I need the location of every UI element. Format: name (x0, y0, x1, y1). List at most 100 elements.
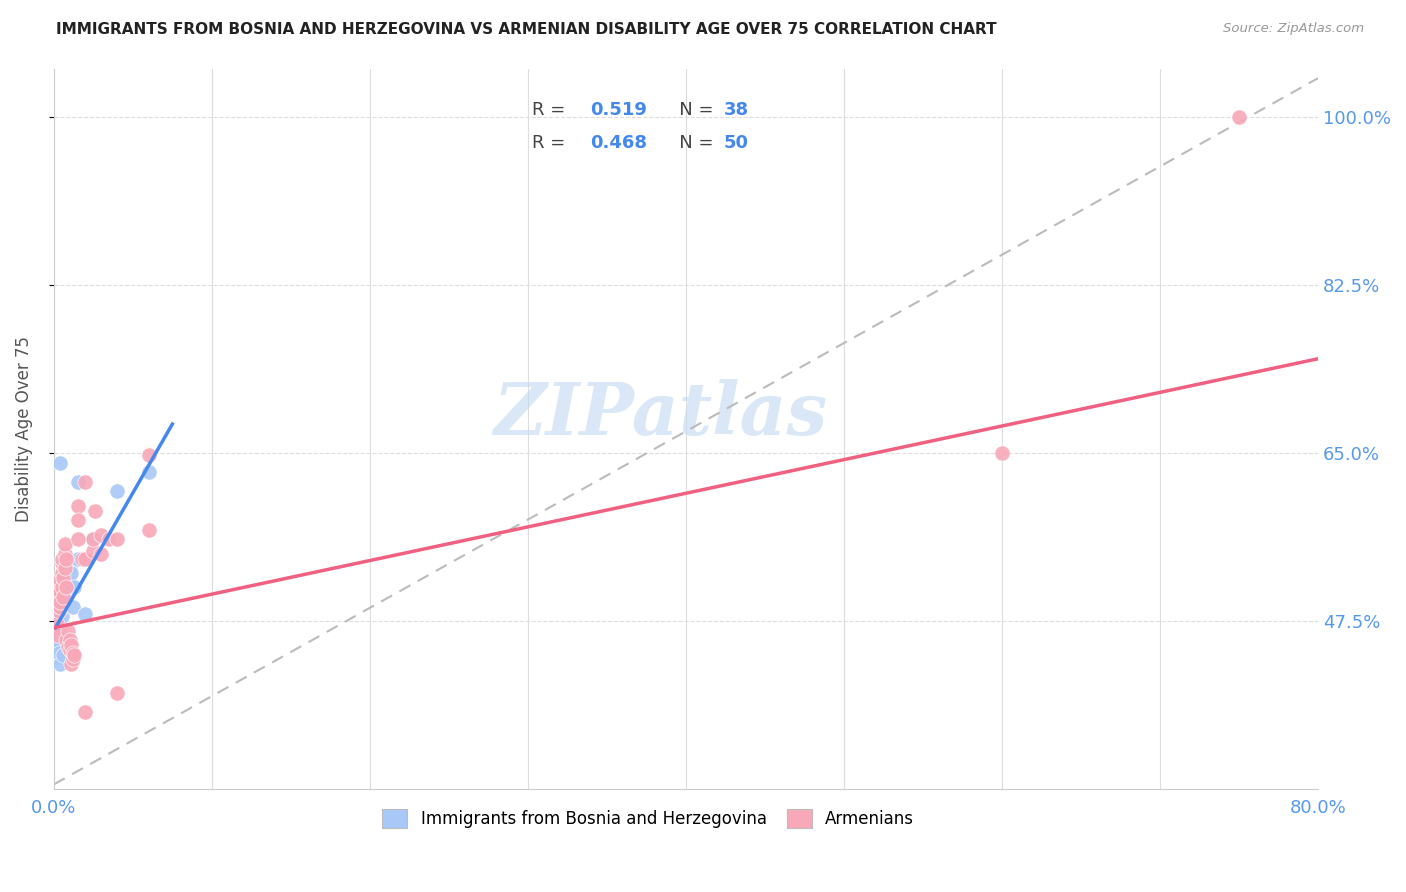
Point (138, 523, 160, 537)
Point (59, 643, 82, 657)
Point (75, 607, 97, 622)
Point (52, 590, 75, 604)
Point (51, 551, 73, 566)
Point (75, 706, 97, 720)
Point (56, 640, 79, 654)
Point (66, 499, 89, 513)
Point (55, 633, 77, 648)
Point (84, 503, 107, 517)
Point (53, 561, 76, 575)
Point (48, 590, 70, 604)
Point (52, 585, 75, 599)
Text: 0.468: 0.468 (591, 135, 647, 153)
Point (82, 533, 104, 547)
Point (72, 551, 94, 566)
Point (138, 465, 160, 479)
Point (46, 649, 69, 664)
Point (56, 624, 79, 638)
Point (51, 598, 73, 612)
Text: 38: 38 (724, 102, 749, 120)
Text: ZIPatlas: ZIPatlas (494, 379, 828, 450)
Point (56, 566, 79, 580)
Point (66, 513, 89, 527)
Point (48, 609, 70, 624)
Point (55, 575, 77, 590)
Point (53, 537, 76, 551)
Point (44, 635, 66, 649)
Point (55, 551, 77, 566)
Point (53, 569, 76, 583)
Point (59, 633, 82, 648)
Point (53, 547, 76, 561)
Point (51, 609, 73, 624)
Point (44, 614, 66, 628)
Point (66, 475, 89, 489)
Point (48, 646, 70, 660)
Point (49, 619, 72, 633)
Point (51, 566, 73, 580)
Point (60, 638, 83, 652)
Point (49, 595, 72, 609)
Point (44, 621, 66, 635)
Point (66, 551, 89, 566)
Text: 0.519: 0.519 (591, 102, 647, 120)
Point (51, 581, 73, 595)
Point (53, 578, 76, 592)
Point (46, 621, 69, 635)
Point (49, 573, 72, 587)
Text: N =: N = (662, 102, 720, 120)
Point (62, 599, 84, 614)
Text: Source: ZipAtlas.com: Source: ZipAtlas.com (1223, 22, 1364, 36)
Point (63, 581, 86, 595)
Point (90, 527, 112, 541)
Y-axis label: Disability Age Over 75: Disability Age Over 75 (15, 336, 32, 522)
Point (60, 657, 83, 672)
Point (90, 547, 112, 561)
Point (60, 566, 83, 580)
Point (46, 628, 69, 642)
Legend: Immigrants from Bosnia and Herzegovina, Armenians: Immigrants from Bosnia and Herzegovina, … (375, 803, 921, 835)
Point (63, 648, 86, 662)
Point (55, 590, 77, 604)
Text: R =: R = (531, 102, 571, 120)
Point (59, 575, 82, 590)
Point (49, 631, 72, 645)
Point (48, 621, 70, 635)
Point (62, 646, 84, 660)
Point (59, 561, 82, 575)
Point (51, 581, 73, 595)
Point (75, 475, 97, 489)
Point (52, 571, 75, 585)
Point (49, 456, 72, 470)
Text: IMMIGRANTS FROM BOSNIA AND HERZEGOVINA VS ARMENIAN DISABILITY AGE OVER 75 CORREL: IMMIGRANTS FROM BOSNIA AND HERZEGOVINA V… (56, 22, 997, 37)
Text: 50: 50 (724, 135, 749, 153)
Point (82, 533, 104, 547)
Point (55, 581, 77, 595)
Point (105, 686, 128, 700)
Point (46, 616, 69, 631)
Point (138, 448, 160, 462)
Point (75, 551, 97, 566)
Point (49, 599, 72, 614)
Point (46, 640, 69, 654)
Point (62, 652, 84, 666)
Point (66, 533, 89, 547)
Point (51, 557, 73, 571)
Point (991, 446, 1014, 460)
Point (105, 533, 128, 547)
Text: R =: R = (531, 135, 571, 153)
Point (48, 604, 70, 618)
Point (105, 484, 128, 499)
Point (52, 595, 75, 609)
Point (52, 648, 75, 662)
Point (51, 590, 73, 604)
Text: N =: N = (662, 135, 720, 153)
Point (98, 533, 121, 547)
Point (49, 657, 72, 672)
Point (48, 624, 70, 638)
Point (49, 585, 72, 599)
Point (82, 544, 104, 558)
Point (48, 578, 70, 592)
Point (49, 626, 72, 640)
Point (1227, 110, 1250, 124)
